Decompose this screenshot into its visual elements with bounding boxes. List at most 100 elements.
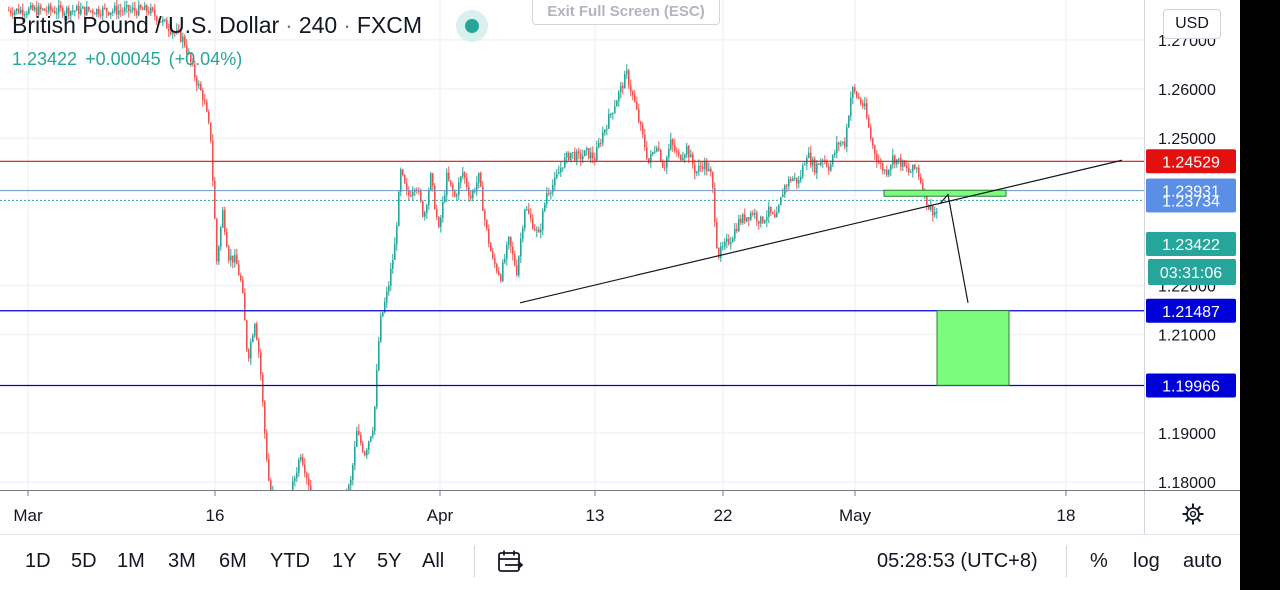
price-tick-label: 1.26000 — [1158, 82, 1216, 99]
candle-body — [928, 205, 930, 210]
candle-body — [584, 150, 586, 157]
candle-body — [830, 164, 832, 171]
price-change: +0.00045 — [85, 49, 161, 69]
candle-body — [222, 210, 224, 228]
candle-body — [256, 323, 258, 340]
candle-body — [298, 459, 300, 473]
candle-body — [280, 495, 282, 499]
market-status-icon[interactable] — [456, 10, 488, 42]
candle-body — [328, 497, 330, 501]
candle-body — [186, 45, 188, 54]
date-range-calendar-icon[interactable] — [496, 549, 524, 575]
candle-body — [308, 478, 310, 486]
percent-scale-toggle[interactable]: % — [1090, 550, 1108, 572]
candle-body — [354, 446, 356, 466]
candle-body — [60, 5, 62, 8]
candle-body — [750, 213, 752, 220]
candle-body — [454, 191, 456, 197]
candle-body — [562, 167, 564, 169]
candle-body — [182, 36, 184, 42]
timeframe-5y[interactable]: 5Y — [377, 550, 402, 572]
candle-body — [578, 151, 580, 154]
currency-button[interactable]: USD — [1163, 9, 1221, 39]
timeframe-1d[interactable]: 1D — [25, 550, 51, 572]
candle-body — [392, 260, 394, 269]
candle-body — [340, 499, 342, 506]
candle-body — [498, 271, 500, 275]
candle-body — [210, 122, 212, 141]
projection-path — [939, 193, 969, 303]
exit-fullscreen-button[interactable]: Exit Full Screen (ESC) — [532, 0, 720, 25]
candle-body — [220, 227, 222, 247]
candle-body — [670, 139, 672, 150]
candle-body — [652, 151, 654, 155]
candle-body — [800, 176, 802, 181]
timeframe-1y[interactable]: 1Y — [332, 550, 357, 572]
timeframe-6m[interactable]: 6M — [219, 550, 247, 572]
merged-level-badge-bg — [1146, 178, 1236, 213]
candle-body — [140, 5, 142, 9]
candle-body — [844, 141, 846, 147]
level-price-badge-bg — [1146, 373, 1236, 398]
candle-body — [788, 178, 790, 187]
candle-body — [398, 191, 400, 227]
timeframe-1m[interactable]: 1M — [117, 550, 145, 572]
level-price-badge: 1.24529 — [1162, 154, 1220, 171]
chart-canvas[interactable]: 1.270001.260001.250001.220001.210001.190… — [0, 0, 1240, 535]
candle-body — [522, 228, 524, 239]
candle-body — [714, 187, 716, 223]
candle-body — [184, 36, 186, 46]
candle-body — [598, 142, 600, 148]
log-scale-toggle[interactable]: log — [1133, 550, 1160, 572]
candle-body — [444, 195, 446, 202]
candle-body — [638, 109, 640, 122]
toolbar-divider — [1066, 545, 1067, 577]
candle-body — [94, 13, 96, 15]
timeframe-3m[interactable]: 3M — [168, 550, 196, 572]
candle-body — [190, 53, 192, 62]
candle-body — [880, 163, 882, 165]
candle-body — [472, 190, 474, 199]
chart-app: 1.27000 1.26000 1.25000 1.22000 1.21000 1.190… — [0, 0, 1240, 590]
toolbar-border — [0, 534, 1240, 535]
candle-body — [650, 154, 652, 163]
candle-body — [698, 165, 700, 172]
candle-body — [874, 145, 876, 154]
candle-body — [80, 8, 82, 15]
candle-body — [544, 203, 546, 211]
candle-body — [156, 16, 158, 22]
candle-body — [890, 164, 892, 170]
candle-body — [188, 53, 190, 55]
candle-body — [100, 14, 102, 16]
candle-body — [592, 152, 594, 159]
auto-scale-toggle[interactable]: auto — [1183, 550, 1222, 572]
candle-body — [918, 167, 920, 177]
utc-clock[interactable]: 05:28:53 (UTC+8) — [877, 550, 1038, 572]
candle-body — [86, 6, 88, 15]
candle-body — [504, 258, 506, 263]
candle-body — [260, 352, 262, 375]
candle-body — [748, 217, 750, 220]
candle-body — [130, 9, 132, 12]
symbol-header[interactable]: British Pound / U.S. Dollar · 240 · FXCM — [12, 12, 423, 38]
last-price: 1.23422 — [12, 49, 78, 69]
candle-body — [870, 127, 872, 139]
candle-body — [426, 205, 428, 213]
candle-body — [834, 152, 836, 156]
timeframe-ytd[interactable]: YTD — [270, 550, 310, 572]
candle-body — [112, 11, 114, 13]
time-tick-label: 18 — [1057, 506, 1076, 525]
candle-body — [400, 169, 402, 192]
candle-body — [338, 497, 340, 506]
target-zone-box — [883, 189, 1007, 197]
candle-body — [700, 165, 702, 167]
candle-body — [428, 190, 430, 206]
candle-body — [710, 168, 712, 173]
timeframe-5d[interactable]: 5D — [71, 550, 97, 572]
timeframe-all[interactable]: All — [422, 550, 445, 572]
candle-body — [332, 500, 334, 506]
candle-body — [394, 244, 396, 261]
settings-gear-icon[interactable] — [1181, 502, 1205, 526]
candle-body — [432, 173, 434, 186]
candle-body — [142, 8, 144, 11]
